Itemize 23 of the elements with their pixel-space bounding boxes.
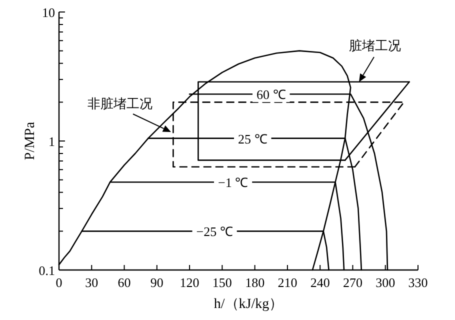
y-tick-label: 10 xyxy=(42,5,55,20)
annotation: 脏堵工况 xyxy=(349,38,401,53)
x-tick-label: 150 xyxy=(212,275,232,290)
x-tick-label: 210 xyxy=(278,275,298,290)
x-tick-label: 90 xyxy=(150,275,164,290)
annotation: −25 ℃ xyxy=(196,224,233,240)
y-tick-label: 1 xyxy=(48,134,55,149)
x-tick-label: 330 xyxy=(408,275,428,290)
x-tick-label: 120 xyxy=(180,275,200,290)
annotation: 非脏堵工况 xyxy=(88,96,152,111)
x-tick-label: 270 xyxy=(342,275,362,290)
annotation: −1 ℃ xyxy=(218,175,248,190)
annotation: 25 ℃ xyxy=(238,131,268,146)
x-tick-label: 240 xyxy=(310,275,330,290)
x-tick-label: 0 xyxy=(56,275,62,290)
y-tick-label: 0.1 xyxy=(38,263,55,278)
annotation: 60 ℃ xyxy=(256,87,286,102)
x-tick-label: 60 xyxy=(118,275,131,290)
x-tick-label: 180 xyxy=(245,275,265,290)
x-axis-title: h/（kJ/kg） xyxy=(214,297,284,312)
y-axis-title: P/MPa xyxy=(23,121,38,160)
x-tick-label: 300 xyxy=(376,275,396,290)
x-tick-label: 30 xyxy=(85,275,98,290)
